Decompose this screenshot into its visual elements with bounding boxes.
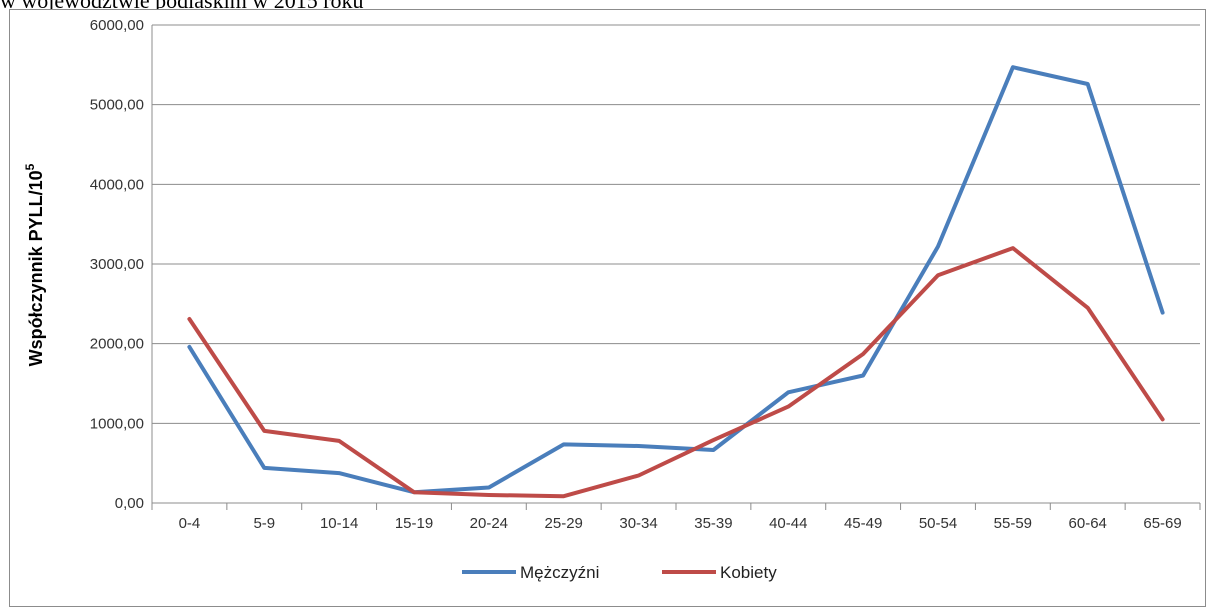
x-tick-label: 25-29 xyxy=(545,515,583,532)
x-tick-label: 65-69 xyxy=(1143,515,1181,532)
x-tick-label: 50-54 xyxy=(919,515,957,532)
chart-frame xyxy=(9,9,1206,607)
legend-label: Kobiety xyxy=(720,563,777,582)
series-line-1 xyxy=(187,65,1165,495)
y-tick-labels: 0,00 1000,00 2000,00 3000,00 4000,00 5000,00 6… xyxy=(90,17,144,512)
y-tick-label: 6000,00 xyxy=(90,17,144,34)
legend: Mężczyźni Kobiety xyxy=(462,563,777,582)
y-tick-label: 4000,00 xyxy=(90,176,144,193)
x-tick-label: 30-34 xyxy=(619,515,657,532)
y-axis-label: Współczynnik PYLL/105 xyxy=(23,163,46,366)
legend-label: Mężczyźni xyxy=(520,563,599,582)
series-lines xyxy=(187,65,1165,499)
x-tick-label: 60-64 xyxy=(1069,515,1107,532)
y-tick-label: 2000,00 xyxy=(90,336,144,353)
x-tick-label: 5-9 xyxy=(253,515,275,532)
x-tick-label: 15-19 xyxy=(395,515,433,532)
x-tick-labels: 0-4 5-9 10-14 15-19 20-24 25-29 30-34 35-39 40-4… xyxy=(179,515,1182,532)
x-tick-label: 35-39 xyxy=(694,515,732,532)
x-tick-label: 10-14 xyxy=(320,515,358,532)
series-line-2 xyxy=(187,246,1165,499)
x-tick-label: 0-4 xyxy=(179,515,201,532)
y-tick-label: 1000,00 xyxy=(90,415,144,432)
x-tick-label: 45-49 xyxy=(844,515,882,532)
y-tick-label: 3000,00 xyxy=(90,256,144,273)
axes xyxy=(151,25,1201,510)
x-tick-label: 55-59 xyxy=(994,515,1032,532)
x-tick-label: 20-24 xyxy=(470,515,508,532)
y-tick-label: 5000,00 xyxy=(90,97,144,114)
x-tick-label: 40-44 xyxy=(769,515,807,532)
gridlines xyxy=(152,24,1200,424)
y-tick-label: 0,00 xyxy=(115,495,144,512)
